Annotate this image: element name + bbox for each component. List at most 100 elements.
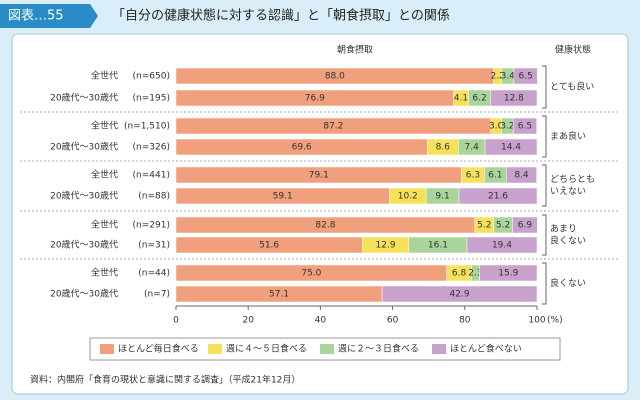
n-label: (n=88): [138, 192, 170, 202]
n-label: (n=44): [138, 269, 170, 279]
value-label: 3.2: [500, 122, 514, 132]
group-bracket: [542, 65, 547, 109]
bar-segment: [479, 264, 538, 282]
legend-swatch: [208, 344, 222, 354]
n-label: (n=1,510): [124, 122, 170, 132]
group-header: 健康状態: [555, 44, 591, 56]
bar-segment: [490, 89, 538, 107]
group-bracket: [542, 164, 547, 207]
x-tick-label: 60: [387, 316, 399, 326]
figure-no: 図表…55: [8, 9, 64, 24]
value-label: 6.8: [452, 269, 467, 279]
legend-label: 週に２～３日食べる: [338, 343, 419, 355]
value-label: 10.2: [398, 192, 418, 202]
value-label: 3.0: [489, 122, 504, 132]
value-label: 79.1: [309, 171, 329, 181]
row-label: 全世代: [91, 219, 118, 231]
group-label: あまり: [550, 224, 577, 235]
bar-segment: [484, 138, 538, 156]
value-label: 6.3: [466, 171, 480, 181]
n-label: (n=441): [133, 171, 170, 181]
value-label: 5.2: [496, 221, 510, 231]
bar-segment: [506, 166, 537, 184]
value-label: 6.5: [518, 122, 532, 132]
value-label: 12.9: [376, 241, 396, 251]
n-label: (n=326): [133, 143, 170, 153]
value-label: 87.2: [323, 122, 343, 132]
row-label: 全世代: [91, 120, 118, 132]
group-label: まあ良い: [550, 130, 586, 142]
legend-label: ほとんど毎日食べる: [118, 343, 199, 355]
row-label: 20歳代～30歳代: [50, 239, 118, 251]
legend-label: ほとんど食べない: [450, 343, 522, 355]
value-label: 42.9: [450, 290, 470, 300]
value-header: 朝食摂取: [337, 44, 373, 56]
n-label: (n=195): [133, 94, 170, 104]
n-label: (n=650): [133, 72, 170, 82]
x-tick-label: 40: [315, 316, 327, 326]
bar-segment: [381, 285, 538, 303]
value-label: 75.0: [301, 269, 321, 279]
legend-swatch: [100, 344, 114, 354]
group-label: いえない: [550, 186, 586, 197]
value-label: 21.6: [488, 192, 508, 202]
group-label: 良くない: [550, 277, 586, 289]
value-label: 51.6: [259, 241, 279, 251]
value-label: 6.1: [488, 171, 502, 181]
value-label: 12.8: [504, 94, 524, 104]
value-label: 3.4: [501, 72, 516, 82]
value-label: 6.5: [518, 72, 532, 82]
n-label: (n=31): [138, 241, 170, 251]
x-tick-label: 20: [242, 316, 254, 326]
value-label: 5.2: [477, 221, 491, 231]
group-label: 良くない: [550, 235, 586, 247]
x-tick-label: 0: [173, 316, 179, 326]
n-label: (n=7): [144, 290, 170, 300]
value-label: 57.1: [269, 290, 289, 300]
group-label: どちらとも: [550, 174, 595, 185]
value-label: 69.6: [292, 143, 312, 153]
value-label: 8.4: [514, 171, 529, 181]
value-label: 14.4: [501, 143, 521, 153]
group-bracket: [542, 214, 547, 256]
n-label: (n=291): [133, 221, 170, 231]
value-label: 9.1: [435, 192, 449, 202]
row-label: 全世代: [91, 267, 118, 279]
row-label: 20歳代～30歳代: [50, 288, 118, 300]
value-label: 6.2: [472, 94, 486, 104]
row-label: 20歳代～30歳代: [50, 190, 118, 202]
x-tick-label: 100: [528, 316, 545, 326]
legend-swatch: [320, 344, 334, 354]
value-label: 82.8: [315, 221, 335, 231]
value-label: 6.9: [518, 221, 533, 231]
x-tick-label: 80: [459, 316, 471, 326]
bar-segment: [513, 67, 538, 85]
value-label: 59.1: [273, 192, 293, 202]
x-unit: (%): [547, 316, 563, 326]
value-label: 16.1: [428, 241, 448, 251]
legend-swatch: [432, 344, 446, 354]
value-label: 2.3: [468, 269, 482, 279]
row-label: 全世代: [91, 169, 118, 181]
value-label: 15.9: [498, 269, 518, 279]
bar-segment: [466, 236, 538, 254]
group-bracket: [542, 262, 547, 305]
bar-segment: [458, 187, 538, 205]
value-label: 19.4: [492, 241, 512, 251]
row-label: 20歳代～30歳代: [50, 141, 118, 153]
group-label: とても良い: [550, 81, 594, 93]
value-label: 7.4: [464, 143, 479, 153]
row-label: 全世代: [91, 70, 118, 82]
figure-badge: [0, 4, 98, 28]
legend-label: 週に４～５日食べる: [226, 343, 307, 355]
group-bracket: [542, 115, 547, 158]
value-label: 88.0: [325, 72, 345, 82]
row-label: 20歳代～30歳代: [50, 92, 118, 104]
source: 資料：内閣府「食育の現状と意識に関する調査」（平成21年12月）: [30, 374, 300, 386]
page-title: 「自分の健康状態に対する認識」と「朝食摂取」との関係: [112, 8, 450, 24]
value-label: 2.2: [490, 72, 504, 82]
value-label: 76.9: [305, 94, 325, 104]
bar-segment: [512, 216, 538, 234]
bar-segment: [512, 117, 537, 135]
